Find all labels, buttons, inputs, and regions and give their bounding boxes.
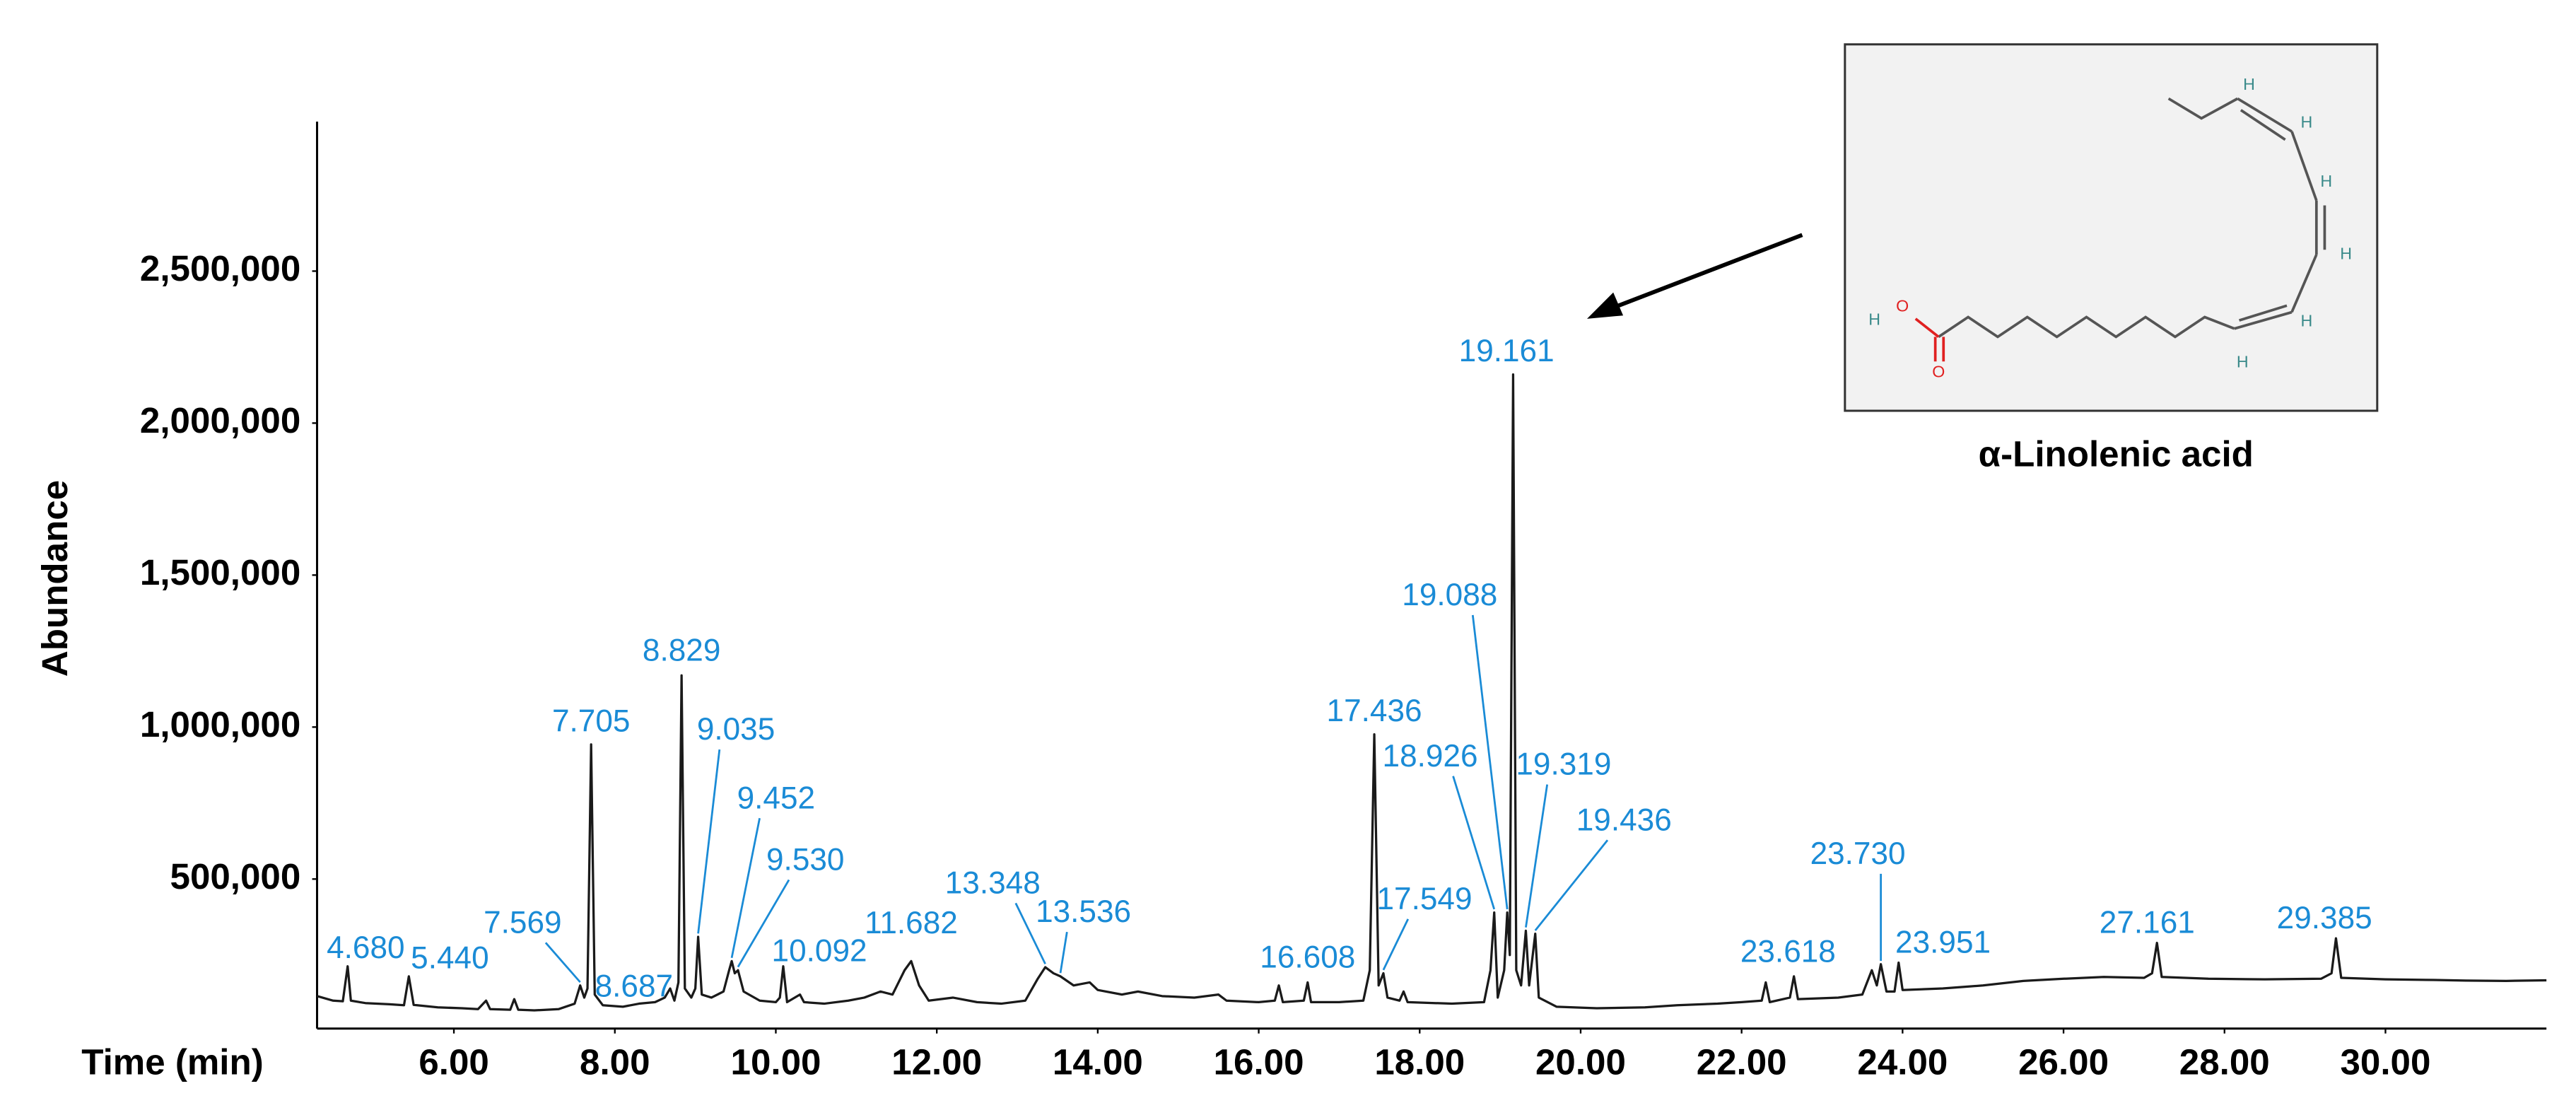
atom-label: H [1868, 310, 1880, 328]
peak-label: 11.682 [865, 906, 958, 940]
atom-label: H [2237, 353, 2249, 371]
atom-label: O [1896, 297, 1909, 315]
peak-label: 9.452 [737, 781, 815, 815]
x-tick-label: 16.00 [1214, 1041, 1304, 1082]
leader-line [1059, 931, 1068, 974]
peak-label: 9.530 [766, 843, 844, 877]
x-tick-label: 22.00 [1697, 1041, 1787, 1082]
peak-label: 16.608 [1260, 940, 1355, 975]
x-tick-label: 20.00 [1535, 1041, 1626, 1082]
peak-label: 7.705 [552, 704, 630, 738]
leader-line [730, 817, 761, 958]
peak-label: 9.035 [697, 712, 775, 747]
peak-label: 5.440 [411, 940, 488, 975]
peak-label: 18.926 [1383, 739, 1478, 774]
peak-label: 7.569 [484, 905, 561, 940]
peak-label: 27.161 [2100, 906, 2195, 940]
leader-line [1534, 839, 1609, 931]
peak-label: 17.549 [1377, 882, 1473, 916]
structure-bonds [1914, 97, 2326, 362]
peak-label: 8.687 [595, 969, 673, 1004]
x-tick-label: 14.00 [1053, 1041, 1143, 1082]
structure-inset: H O O H H H H H H [1844, 43, 2379, 412]
leader-line [1014, 902, 1046, 964]
peak-label: 19.319 [1516, 747, 1611, 782]
peak-label: 13.536 [1036, 894, 1131, 929]
leader-line [1382, 918, 1410, 971]
y-tick-label: 2,500,000 [140, 248, 300, 288]
atom-label: H [2300, 312, 2312, 330]
x-tick-label: 10.00 [731, 1041, 821, 1082]
x-tick-label: 26.00 [2018, 1041, 2109, 1082]
peak-label: 23.951 [1895, 926, 1991, 960]
peak-label: 10.092 [772, 934, 867, 969]
x-axis-title: Time (min) [81, 1041, 263, 1082]
x-tick-label: 12.00 [891, 1041, 982, 1082]
inset-caption: α-Linolenic acid [1979, 434, 2254, 474]
peak-label: 23.730 [1810, 836, 1906, 871]
peak-label: 17.436 [1327, 694, 1422, 728]
peak-label: 19.161 [1459, 334, 1555, 368]
peak-label: 19.436 [1576, 802, 1672, 837]
x-tick-label: 24.00 [1857, 1041, 1948, 1082]
x-tick-label: 28.00 [2179, 1041, 2270, 1082]
y-axis-title: Abundance [35, 480, 75, 677]
x-tick-label: 8.00 [580, 1041, 650, 1082]
x-tick-label: 6.00 [418, 1041, 488, 1082]
y-tick-label: 1,500,000 [140, 552, 300, 592]
atom-label: H [2320, 172, 2332, 190]
y-tick-label: 2,000,000 [140, 400, 300, 440]
arrow-head [1586, 292, 1624, 319]
inset-frame [1844, 43, 2379, 412]
y-tick-label: 500,000 [170, 856, 301, 897]
leader-line [544, 942, 581, 983]
x-tick-label: 18.00 [1374, 1041, 1465, 1082]
atom-label: H [2243, 75, 2255, 93]
peak-label: 8.829 [643, 633, 720, 667]
peak-label: 19.088 [1402, 578, 1497, 612]
pointer-arrow [1609, 233, 1803, 311]
atom-label: H [2300, 112, 2312, 131]
leader-line [697, 749, 721, 934]
y-tick-label: 1,000,000 [140, 704, 300, 745]
atom-label: O [1932, 363, 1945, 381]
chromatogram-trace [317, 373, 2547, 1012]
atom-label: H [2340, 244, 2352, 262]
peak-label: 4.680 [327, 930, 404, 965]
leader-line [1471, 614, 1509, 910]
x-tick-label: 30.00 [2341, 1041, 2431, 1082]
leader-line [1525, 784, 1549, 928]
leader-line [1452, 776, 1496, 910]
peak-label: 13.348 [945, 865, 1041, 900]
peak-label: 23.618 [1740, 935, 1836, 969]
leader-line [737, 879, 790, 968]
peak-label: 29.385 [2277, 901, 2372, 935]
